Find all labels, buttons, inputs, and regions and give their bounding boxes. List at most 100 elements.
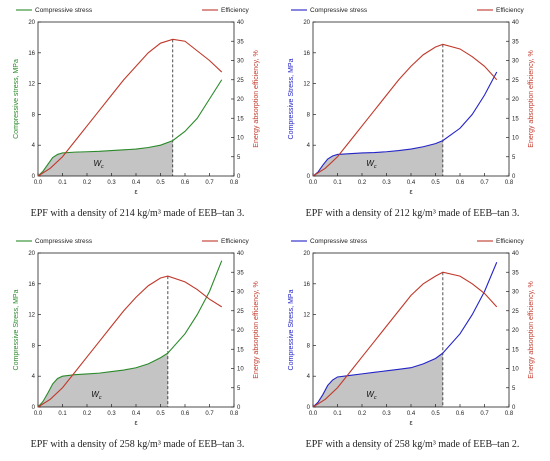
chart-3: 0.0 0.1 0.2 0.3 0.4 0.5 0.6 0.7 0.80481216200510… — [13, 238, 260, 427]
chart-panel-2: 0.0 0.1 0.2 0.3 0.4 0.5 0.6 0.7 0.8 0 4 8 12 16 20 0 5 10… — [275, 0, 550, 230]
y-right-tick-label: 20 — [237, 97, 244, 103]
y-left-tick-label: 4 — [32, 143, 36, 149]
y-right-tick-label: 30 — [512, 290, 519, 296]
y-left-tick-label: 0 — [32, 405, 36, 411]
y-left-axis-label: Compressive Stress, MPa — [13, 289, 20, 370]
x-tick-label: 0.8 — [505, 180, 514, 186]
work-label: Wc — [91, 390, 102, 401]
y-right-tick-label: 30 — [512, 59, 519, 65]
y-left-tick-label: 4 — [32, 374, 36, 380]
x-tick-label: 0.8 — [230, 411, 239, 417]
work-label-subscript: c — [374, 395, 377, 401]
y-right-tick-label: 35 — [512, 39, 519, 45]
y-right-tick-label: 25 — [237, 309, 244, 315]
x-tick-label: 0.7 — [480, 411, 489, 417]
y-right-tick-label: 15 — [237, 116, 244, 122]
y-right-tick-label: 35 — [512, 270, 519, 276]
y-right-tick-label: 5 — [512, 155, 516, 161]
x-tick-label: 0.6 — [181, 180, 190, 186]
y-right-tick-label: 40 — [512, 251, 519, 257]
x-tick-label: 0.2 — [358, 411, 367, 417]
y-left-tick-label: 16 — [303, 282, 310, 288]
y-right-tick-label: 40 — [237, 20, 244, 26]
y-right-tick-label: 40 — [512, 20, 519, 26]
x-tick-label: 0.0 — [309, 411, 318, 417]
y-left-tick-label: 8 — [307, 112, 311, 118]
chart-2: 0.0 0.1 0.2 0.3 0.4 0.5 0.6 0.7 0.80481216200510… — [288, 7, 535, 196]
work-label: Wc — [93, 159, 104, 170]
x-tick-label: 0.0 — [34, 180, 43, 186]
x-tick-label: 0.0 — [34, 411, 43, 417]
y-right-tick-label: 15 — [237, 347, 244, 353]
legend-label-compressive-stress: Compressive stress — [35, 238, 93, 245]
x-tick-label: 0.0 — [309, 180, 318, 186]
y-left-tick-label: 20 — [28, 20, 35, 26]
y-left-tick-label: 12 — [28, 82, 35, 88]
x-tick-label: 0.7 — [205, 411, 214, 417]
series-line-compressive-stress — [37, 79, 223, 177]
y-right-tick-label: 5 — [512, 386, 516, 392]
y-right-tick-label: 0 — [512, 174, 516, 180]
y-right-tick-label: 5 — [237, 386, 241, 392]
y-right-tick-label: 25 — [512, 309, 519, 315]
y-left-tick-label: 0 — [307, 174, 311, 180]
x-tick-label: 0.4 — [132, 180, 141, 186]
chart-caption-4: EPF with a density of 258 kg/m³ made of … — [305, 439, 520, 450]
y-right-tick-label: 25 — [512, 78, 519, 84]
y-right-tick-label: 20 — [237, 328, 244, 334]
x-tick-label: 0.3 — [107, 180, 116, 186]
x-tick-label: 0.2 — [358, 180, 367, 186]
y-left-tick-label: 16 — [28, 282, 35, 288]
y-right-tick-label: 35 — [237, 270, 244, 276]
y-left-tick-label: 16 — [303, 51, 310, 57]
x-tick-label: 0.6 — [181, 411, 190, 417]
x-tick-label: 0.5 — [156, 180, 165, 186]
x-tick-label: 0.4 — [132, 411, 141, 417]
chart-caption-3: EPF with a density of 258 kg/m³ made of … — [30, 439, 245, 450]
series-line-efficiency — [37, 275, 223, 408]
y-left-tick-label: 4 — [307, 374, 311, 380]
work-area-fill — [313, 140, 443, 176]
y-left-tick-label: 12 — [28, 313, 35, 319]
x-tick-label: 0.3 — [382, 411, 391, 417]
x-tick-label: 0.2 — [83, 411, 92, 417]
y-right-tick-label: 30 — [237, 59, 244, 65]
y-right-tick-label: 35 — [237, 39, 244, 45]
work-area-fill — [38, 140, 173, 176]
y-right-tick-label: 25 — [237, 78, 244, 84]
y-right-tick-label: 5 — [237, 155, 241, 161]
series-line-compressive-stress — [37, 260, 223, 408]
x-axis-label: ε — [409, 420, 412, 427]
x-tick-label: 0.5 — [156, 411, 165, 417]
y-left-axis-label: Compressive stress, MPa — [13, 59, 20, 139]
x-tick-label: 0.4 — [407, 180, 416, 186]
legend-label-efficiency: Efficiency — [221, 7, 249, 14]
x-axis-label: ε — [134, 420, 137, 427]
y-right-axis-label: Energy absorption efficiency, % — [253, 50, 260, 147]
series-line-efficiency — [312, 271, 498, 408]
x-tick-label: 0.1 — [58, 411, 67, 417]
y-left-tick-label: 20 — [303, 251, 310, 257]
chart-panel-3: 0.0 0.1 0.2 0.3 0.4 0.5 0.6 0.7 0.8 0 4 8 12 16 20 0 5 10… — [0, 231, 275, 461]
y-right-tick-label: 10 — [237, 367, 244, 373]
x-tick-label: 0.6 — [456, 180, 465, 186]
chart-panel-1: 0.0 0.1 0.2 0.3 0.4 0.5 0.6 0.7 0.8 0 4 8 12 16 20 0 5 10… — [0, 0, 275, 230]
x-tick-label: 0.8 — [505, 411, 514, 417]
chart-panel-4: 0.0 0.1 0.2 0.3 0.4 0.5 0.6 0.7 0.8 0 4 8 12 16 20 0 5 10… — [275, 231, 550, 461]
y-left-axis-label: Compressive Stress, MPa — [288, 58, 295, 139]
x-tick-label: 0.5 — [431, 180, 440, 186]
y-left-axis-label: Compressive Stress, MPa — [288, 289, 295, 370]
x-tick-label: 0.8 — [230, 180, 239, 186]
y-left-tick-label: 8 — [32, 343, 36, 349]
x-tick-label: 0.1 — [333, 180, 342, 186]
y-right-tick-label: 20 — [512, 97, 519, 103]
work-label-subscript: c — [101, 164, 104, 170]
x-tick-label: 0.1 — [333, 411, 342, 417]
y-right-tick-label: 0 — [237, 405, 241, 411]
chart-4: 0.0 0.1 0.2 0.3 0.4 0.5 0.6 0.7 0.80481216200510… — [288, 238, 535, 427]
y-left-tick-label: 8 — [32, 112, 36, 118]
y-left-tick-label: 0 — [307, 405, 311, 411]
y-right-axis-label: Energy absorption efficiency, % — [528, 281, 535, 378]
y-right-tick-label: 15 — [512, 116, 519, 122]
work-label: Wc — [366, 159, 377, 170]
